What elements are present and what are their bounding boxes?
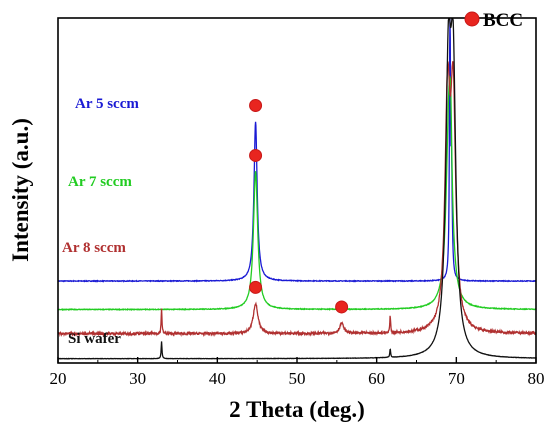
y-axis-title: Intensity (a.u.) — [8, 118, 33, 262]
x-tick-label: 80 — [528, 369, 545, 388]
x-axis-title: 2 Theta (deg.) — [229, 397, 365, 422]
x-tick-label: 50 — [289, 369, 306, 388]
bcc-markers — [249, 98, 349, 314]
bcc-marker-icon — [249, 98, 263, 112]
x-tick-label: 70 — [448, 369, 465, 388]
series-line — [57, 18, 537, 283]
series-labels: Ar 5 sccm Ar 7 sccm Ar 8 sccm Si wafer — [62, 96, 139, 347]
x-tick-label: 40 — [209, 369, 226, 388]
series-label: Ar 5 sccm — [75, 96, 139, 112]
bcc-marker-icon — [335, 300, 349, 314]
legend-label: BCC — [483, 10, 523, 31]
x-tick-label: 30 — [129, 369, 146, 388]
series-label: Ar 8 sccm — [62, 240, 126, 256]
series-label: Si wafer — [68, 331, 121, 347]
series-label: Ar 7 sccm — [68, 174, 132, 190]
bcc-marker-icon — [249, 148, 263, 162]
x-tick-label: 20 — [50, 369, 67, 388]
x-axis-ticks: 20 30 40 50 60 70 80 — [50, 357, 545, 388]
series-line — [57, 75, 537, 312]
x-tick-label: 60 — [368, 369, 385, 388]
legend: BCC — [464, 10, 523, 31]
legend-marker-icon — [464, 11, 480, 27]
bcc-marker-icon — [249, 280, 263, 294]
